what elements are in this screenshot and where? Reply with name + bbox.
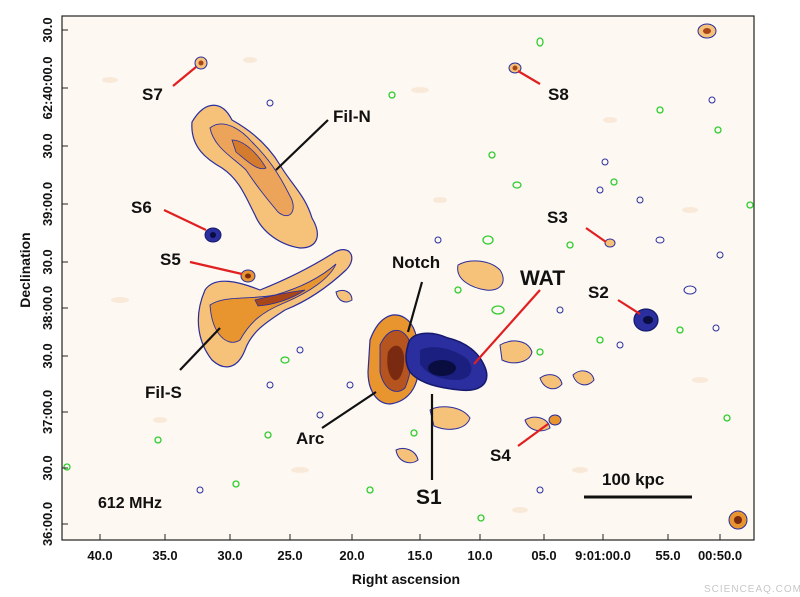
s8-source <box>508 62 522 74</box>
fil-n-emission <box>191 104 318 249</box>
y-tick-label: 30.0 <box>40 343 55 368</box>
s2-pointer <box>617 299 641 315</box>
s8-pointer <box>517 70 541 85</box>
fil-s-emission <box>197 249 353 368</box>
label-arc: Arc <box>296 429 324 448</box>
y-tick-label: 62:40:00.0 <box>40 57 55 120</box>
pointer-lines <box>163 66 641 480</box>
s7-source <box>194 56 208 70</box>
label-notch: Notch <box>392 253 440 272</box>
x-tick-label: 30.0 <box>217 548 242 563</box>
x-tick-label: 55.0 <box>655 548 680 563</box>
y-tick-label: 30.0 <box>40 17 55 42</box>
s3-pointer <box>585 227 607 243</box>
label-s7: S7 <box>142 85 163 104</box>
s2-source <box>633 308 659 332</box>
corner-source-bottom-right <box>728 510 748 530</box>
label-s6: S6 <box>131 198 152 217</box>
s6-pointer <box>163 209 207 231</box>
y-tick-label: 39:00.0 <box>40 182 55 226</box>
y-tick-label: 36:00.0 <box>40 502 55 546</box>
x-tick-label: 00:50.0 <box>698 548 742 563</box>
source-labels: S7 S8 Fil-N S6 S3 S5 Notch WAT S2 Fil-S … <box>131 85 609 509</box>
wat-source <box>405 332 488 392</box>
y-axis-label: Declination <box>17 232 33 307</box>
s4-source <box>548 414 562 426</box>
background-noise <box>102 57 708 513</box>
x-axis-ticks: 40.0 35.0 30.0 25.0 20.0 15.0 10.0 05.0 9:01:00.… <box>87 534 742 563</box>
arc-pointer <box>321 391 377 429</box>
watermark: SCIENCEAQ.COM <box>704 584 800 595</box>
y-tick-label: 30.0 <box>40 455 55 480</box>
x-tick-label: 05.0 <box>531 548 556 563</box>
x-tick-label: 15.0 <box>407 548 432 563</box>
label-s5: S5 <box>160 250 181 269</box>
small-contours <box>196 96 724 494</box>
x-tick-label: 25.0 <box>277 548 302 563</box>
label-s8: S8 <box>548 85 569 104</box>
scale-bar-label: 100 kpc <box>602 470 664 489</box>
y-axis-ticks: 30.0 62:40:00.0 30.0 39:00.0 30.0 38:00.0 30.0… <box>40 17 68 546</box>
negative-contours <box>63 37 754 522</box>
label-s2: S2 <box>588 283 609 302</box>
y-tick-label: 38:00.0 <box>40 286 55 330</box>
corner-source-top-right <box>697 23 717 39</box>
s7-pointer <box>172 66 197 87</box>
y-tick-label: 30.0 <box>40 249 55 274</box>
x-tick-label: 20.0 <box>339 548 364 563</box>
label-fil-n: Fil-N <box>333 107 371 126</box>
label-s4: S4 <box>490 446 511 465</box>
label-wat: WAT <box>520 267 565 290</box>
label-s1: S1 <box>416 486 442 509</box>
fil-s-pointer <box>179 327 221 371</box>
diffuse-patches <box>335 260 595 464</box>
s6-source <box>204 227 222 243</box>
y-tick-label: 37:00.0 <box>40 390 55 434</box>
x-tick-label: 35.0 <box>152 548 177 563</box>
label-fil-s: Fil-S <box>145 383 182 402</box>
s5-pointer <box>189 260 243 276</box>
x-tick-label: 40.0 <box>87 548 112 563</box>
s5-source <box>240 269 256 283</box>
y-tick-label: 30.0 <box>40 133 55 158</box>
wat-pointer <box>473 289 541 365</box>
x-axis-label: Right ascension <box>352 571 460 587</box>
frequency-label: 612 MHz <box>98 495 162 512</box>
s4-pointer <box>517 423 549 447</box>
x-tick-label: 9:01:00.0 <box>575 548 631 563</box>
point-sources <box>194 23 748 530</box>
fil-n-pointer <box>275 119 329 171</box>
notch-pointer <box>406 281 424 333</box>
s3-source <box>604 238 616 248</box>
label-s3: S3 <box>547 208 568 227</box>
x-tick-label: 10.0 <box>467 548 492 563</box>
